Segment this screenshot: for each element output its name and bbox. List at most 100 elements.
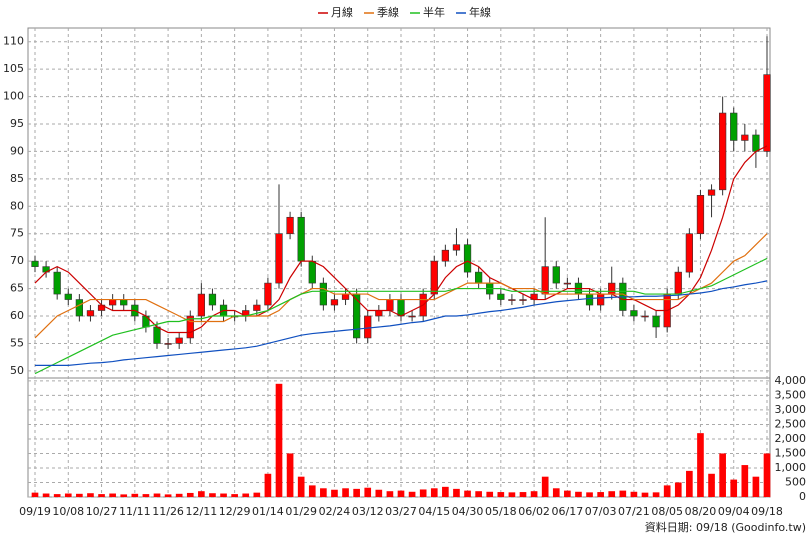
candle-body [608,282,616,295]
volume-bar [597,492,604,497]
x-tick-label: 07/03 [585,505,617,518]
candle-body [264,282,272,306]
volume-bar [741,465,749,497]
candle-body [109,299,117,306]
candle-body [585,293,594,306]
x-tick-label: 03/27 [385,505,417,518]
y-tick-label: 75 [10,227,24,240]
x-tick-label: 01/14 [252,505,284,518]
candle-body [31,260,39,267]
x-tick-label: 10/27 [86,505,118,518]
candle-body [441,249,449,262]
candle-body [741,134,749,141]
candle-body [286,216,294,235]
volume-bar [286,453,294,497]
volume-bar [453,488,460,497]
volume-bar [619,490,627,497]
candle-body [186,315,194,339]
volume-bar [87,493,94,497]
candle-body [685,233,693,273]
volume-bar [541,476,549,497]
y-tick-label: 65 [10,282,24,295]
candle-body [197,293,205,317]
candle-body [752,134,760,152]
candle-body [397,299,405,317]
volume-bar [508,492,516,497]
volume-bar [142,494,150,497]
candle-body [707,189,716,196]
candle-body [375,310,383,317]
x-tick-label: 06/17 [552,505,584,518]
ma-line [35,280,768,366]
volume-bar [686,470,693,497]
volume-bar [342,488,349,497]
x-tick-label: 03/12 [352,505,384,518]
volume-bar [264,473,272,497]
volume-bar [641,492,649,497]
candle-body [763,74,771,152]
candle-body [452,244,461,251]
x-tick-label: 11/26 [152,505,184,518]
volume-bar [175,493,183,497]
x-tick-label: 08/20 [685,505,717,518]
y2-tick-label: 0 [799,490,806,503]
volume-bar [586,492,593,497]
volume-bar [109,493,116,497]
ma-line [34,233,768,339]
x-tick-label: 11/11 [119,505,151,518]
candle-body [86,310,95,317]
y-tick-label: 100 [3,90,24,103]
candle-body [330,299,339,306]
legend-label: 半年 [423,5,445,19]
volume-bar [331,489,338,497]
volume-bar [198,491,205,497]
volume-bar [353,488,360,497]
legend-label: 月線 [331,5,353,19]
volume-bar [53,494,61,497]
candle-body [652,315,660,328]
candle-body [719,112,727,191]
y-tick-label: 70 [10,254,24,267]
legend-label: 年線 [469,5,491,19]
plot-frame [27,27,771,498]
x-tick-label: 12/29 [219,505,251,518]
volume-bar [220,493,227,497]
volume-bar [419,489,427,497]
volume-bar [308,485,316,497]
x-tick-label: 09/19 [19,505,51,518]
x-tick-label: 07/21 [618,505,650,518]
candle-body [597,293,605,306]
y2-tick-label: 500 [785,475,806,488]
x-tick-label: 02/24 [319,505,351,518]
candle-body [552,266,560,284]
x-tick-label: 09/04 [718,505,750,518]
volume-bar [752,476,760,497]
y2-tick-label: 2,500 [775,417,807,430]
candle-body [308,260,316,284]
volume-bar [253,492,261,497]
candle-body [563,282,571,285]
x-tick-label: 08/05 [651,505,683,518]
candle-body [208,293,217,306]
candle-body [120,299,128,306]
volume-bar [486,491,494,497]
x-tick-label: 10/08 [52,505,84,518]
y2-tick-label: 3,000 [775,403,807,416]
volume-bar [630,491,638,497]
candle-body [730,112,738,141]
candle-body [541,266,549,295]
candle-body [64,293,72,300]
candle-body [475,271,483,284]
volume-bar [430,488,438,497]
volume-bar [320,488,327,497]
volume-bar [575,491,582,497]
x-tick-label: 05/18 [485,505,517,518]
volume-bar [386,491,394,497]
candle-body [386,299,394,311]
candle-body [519,299,527,301]
candle-body [497,293,505,300]
volume-bar [120,494,128,497]
volume-bar [131,493,139,497]
volume-bar [242,493,250,497]
